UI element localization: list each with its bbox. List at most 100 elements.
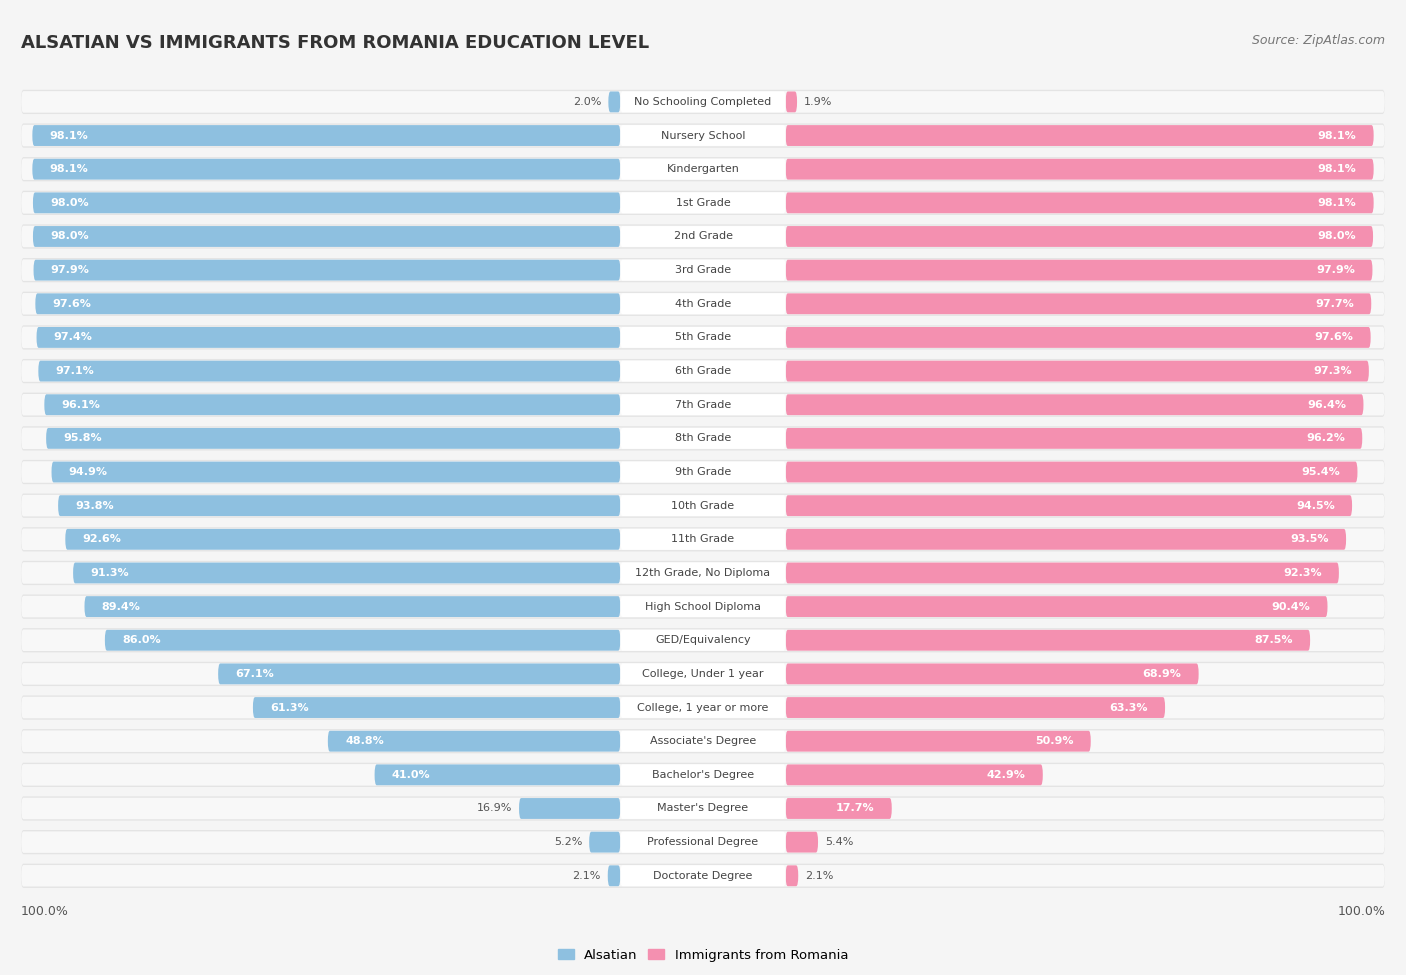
FancyBboxPatch shape <box>786 259 1372 281</box>
FancyBboxPatch shape <box>620 764 786 785</box>
FancyBboxPatch shape <box>786 832 818 852</box>
FancyBboxPatch shape <box>620 293 786 314</box>
FancyBboxPatch shape <box>620 394 786 415</box>
FancyBboxPatch shape <box>620 866 786 886</box>
Text: 98.1%: 98.1% <box>49 131 89 140</box>
Text: 7th Grade: 7th Grade <box>675 400 731 410</box>
FancyBboxPatch shape <box>253 697 620 718</box>
Text: 91.3%: 91.3% <box>90 568 129 578</box>
Text: 4th Grade: 4th Grade <box>675 298 731 309</box>
FancyBboxPatch shape <box>620 125 786 146</box>
FancyBboxPatch shape <box>607 866 620 886</box>
FancyBboxPatch shape <box>45 394 620 415</box>
FancyBboxPatch shape <box>786 799 891 819</box>
FancyBboxPatch shape <box>21 527 1385 552</box>
FancyBboxPatch shape <box>786 327 1371 348</box>
FancyBboxPatch shape <box>21 662 1385 686</box>
FancyBboxPatch shape <box>609 92 620 112</box>
Text: 68.9%: 68.9% <box>1143 669 1181 679</box>
FancyBboxPatch shape <box>84 596 620 617</box>
Text: 12th Grade, No Diploma: 12th Grade, No Diploma <box>636 568 770 578</box>
FancyBboxPatch shape <box>21 258 1385 282</box>
Text: 97.9%: 97.9% <box>1316 265 1355 275</box>
Text: College, Under 1 year: College, Under 1 year <box>643 669 763 679</box>
FancyBboxPatch shape <box>65 528 620 550</box>
FancyBboxPatch shape <box>21 798 1385 819</box>
FancyBboxPatch shape <box>21 729 1385 754</box>
FancyBboxPatch shape <box>21 663 1385 684</box>
FancyBboxPatch shape <box>620 495 786 516</box>
FancyBboxPatch shape <box>620 259 786 281</box>
Text: 41.0%: 41.0% <box>392 770 430 780</box>
FancyBboxPatch shape <box>21 326 1385 350</box>
Text: GED/Equivalency: GED/Equivalency <box>655 636 751 645</box>
FancyBboxPatch shape <box>21 695 1385 720</box>
FancyBboxPatch shape <box>786 394 1364 415</box>
FancyBboxPatch shape <box>620 799 786 819</box>
Text: 5th Grade: 5th Grade <box>675 332 731 342</box>
FancyBboxPatch shape <box>786 226 1374 247</box>
Text: 16.9%: 16.9% <box>477 803 512 813</box>
FancyBboxPatch shape <box>21 595 1385 619</box>
FancyBboxPatch shape <box>620 428 786 448</box>
FancyBboxPatch shape <box>21 226 1385 248</box>
FancyBboxPatch shape <box>21 830 1385 854</box>
FancyBboxPatch shape <box>21 293 1385 315</box>
FancyBboxPatch shape <box>21 561 1385 585</box>
FancyBboxPatch shape <box>620 630 786 650</box>
Text: 100.0%: 100.0% <box>1337 905 1385 917</box>
Text: 98.1%: 98.1% <box>1317 164 1357 175</box>
FancyBboxPatch shape <box>786 192 1374 214</box>
Text: 90.4%: 90.4% <box>1271 602 1310 611</box>
FancyBboxPatch shape <box>21 393 1385 417</box>
Text: 100.0%: 100.0% <box>21 905 69 917</box>
FancyBboxPatch shape <box>21 394 1385 415</box>
FancyBboxPatch shape <box>21 426 1385 450</box>
Text: 5.2%: 5.2% <box>554 838 582 847</box>
Text: 61.3%: 61.3% <box>270 703 309 713</box>
Text: 2.1%: 2.1% <box>806 871 834 880</box>
FancyBboxPatch shape <box>786 697 1166 718</box>
Text: 2.1%: 2.1% <box>572 871 600 880</box>
Text: Kindergarten: Kindergarten <box>666 164 740 175</box>
FancyBboxPatch shape <box>21 192 1385 214</box>
FancyBboxPatch shape <box>786 461 1357 483</box>
FancyBboxPatch shape <box>21 158 1385 180</box>
FancyBboxPatch shape <box>35 293 620 314</box>
FancyBboxPatch shape <box>589 832 620 852</box>
Text: 97.6%: 97.6% <box>52 298 91 309</box>
FancyBboxPatch shape <box>786 596 1327 617</box>
FancyBboxPatch shape <box>620 226 786 247</box>
FancyBboxPatch shape <box>620 159 786 179</box>
Legend: Alsatian, Immigrants from Romania: Alsatian, Immigrants from Romania <box>553 943 853 967</box>
Text: 97.7%: 97.7% <box>1315 298 1354 309</box>
FancyBboxPatch shape <box>21 460 1385 485</box>
Text: 17.7%: 17.7% <box>837 803 875 813</box>
FancyBboxPatch shape <box>32 125 620 146</box>
Text: Master's Degree: Master's Degree <box>658 803 748 813</box>
FancyBboxPatch shape <box>32 192 620 214</box>
FancyBboxPatch shape <box>21 563 1385 584</box>
FancyBboxPatch shape <box>620 92 786 112</box>
Text: Doctorate Degree: Doctorate Degree <box>654 871 752 880</box>
FancyBboxPatch shape <box>34 259 620 281</box>
Text: 98.1%: 98.1% <box>1317 198 1357 208</box>
FancyBboxPatch shape <box>46 428 620 448</box>
Text: Associate's Degree: Associate's Degree <box>650 736 756 746</box>
Text: 96.2%: 96.2% <box>1306 433 1346 444</box>
Text: 11th Grade: 11th Grade <box>672 534 734 544</box>
Text: High School Diploma: High School Diploma <box>645 602 761 611</box>
Text: 8th Grade: 8th Grade <box>675 433 731 444</box>
FancyBboxPatch shape <box>21 428 1385 449</box>
FancyBboxPatch shape <box>21 865 1385 886</box>
Text: 1.9%: 1.9% <box>804 97 832 107</box>
FancyBboxPatch shape <box>21 630 1385 651</box>
Text: 9th Grade: 9th Grade <box>675 467 731 477</box>
FancyBboxPatch shape <box>21 495 1385 517</box>
Text: 98.0%: 98.0% <box>51 198 89 208</box>
Text: 87.5%: 87.5% <box>1254 636 1294 645</box>
FancyBboxPatch shape <box>21 90 1385 114</box>
FancyBboxPatch shape <box>786 159 1374 179</box>
FancyBboxPatch shape <box>786 361 1369 381</box>
FancyBboxPatch shape <box>21 628 1385 652</box>
